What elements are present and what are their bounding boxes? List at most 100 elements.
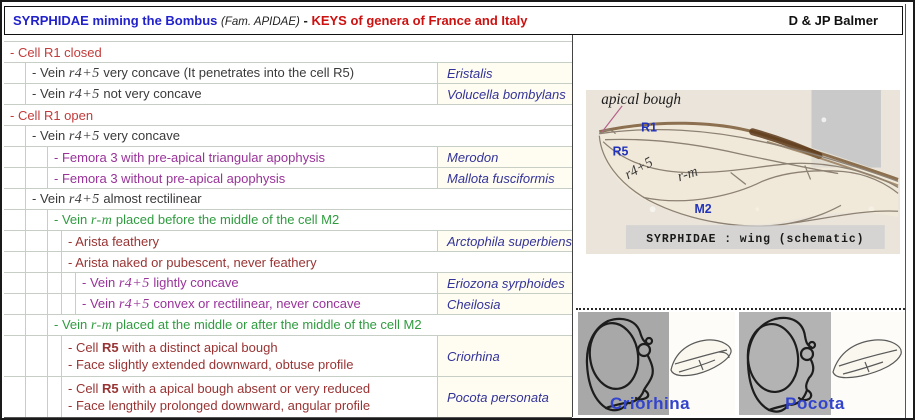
- indent-cell: [48, 294, 62, 314]
- indent-cell: [26, 377, 48, 417]
- indent-cell: [26, 273, 48, 293]
- title-dash: -: [303, 13, 312, 28]
- page-title: SYRPHIDAE miming the Bombus (Fam. APIDAE…: [13, 13, 527, 28]
- indent-cell: [26, 231, 48, 251]
- table-row[interactable]: - Femora 3 with pre-apical triangular ap…: [4, 147, 572, 168]
- vein-notation: r4+5: [118, 297, 150, 312]
- key-text: - Vein r4+5 very concave: [32, 128, 180, 144]
- indent-cell: [4, 210, 26, 230]
- table-row[interactable]: - Vein r4+5 convex or rectilinear, never…: [4, 294, 572, 315]
- cell-notation: R5: [101, 381, 119, 396]
- wing-figure: apical bough R1 R5 r4+5 r-m M2 SYRPHIDAE…: [586, 90, 900, 254]
- pocota-head-figure: [739, 312, 831, 415]
- title-main: SYRPHIDAE miming the Bombus: [13, 13, 218, 28]
- table-row[interactable]: - Vein r4+5 lightly concave Eriozona syrp…: [4, 273, 572, 294]
- indent-cell: [26, 252, 48, 272]
- key-text: - Vein r-m placed before the middle of t…: [54, 212, 340, 228]
- table-row[interactable]: - Cell R5 with a apical bough absent or …: [4, 377, 572, 418]
- table-row[interactable]: - Vein r4+5 not very concave Volucella bo…: [4, 84, 572, 105]
- table-row[interactable]: - Vein r-m placed at the middle or after…: [4, 315, 572, 336]
- key-text: - Arista feathery: [68, 233, 160, 249]
- title-keys: KEYS of genera of France and Italy: [311, 13, 528, 28]
- table-bottom-border: [4, 417, 572, 418]
- right-margin-line: [905, 4, 906, 418]
- apical-bough-label: apical bough: [601, 91, 681, 108]
- genus-cell: Volucella bombylans: [437, 84, 572, 104]
- pocota-label: Pocota: [785, 394, 845, 413]
- pocota-wing-figure: [831, 312, 905, 415]
- table-row[interactable]: - Vein r4+5 very concave: [4, 126, 572, 147]
- key-text: - Cell R5 with a distinct apical bough - …: [68, 340, 354, 372]
- indent-cell: [26, 294, 48, 314]
- genus-cell: Eristalis: [437, 63, 572, 83]
- indent-cell: [48, 231, 62, 251]
- criorhina-wing-figure: [669, 312, 735, 415]
- key-text: - Femora 3 without pre-apical apophysis: [54, 170, 286, 186]
- key-text: - Vein r4+5 not very concave: [32, 86, 202, 102]
- table-row[interactable]: - Arista naked or pubescent, never feath…: [4, 252, 572, 273]
- genus-cell: Criorhina: [437, 336, 572, 376]
- table-row[interactable]: - Vein r4+5 almost rectilinear: [4, 189, 572, 210]
- indent-cell: [4, 252, 26, 272]
- vein-notation: r4+5: [118, 276, 150, 291]
- apical-bough-pointer-line: [601, 105, 623, 133]
- vein-notation: r-m: [90, 213, 113, 228]
- table-row[interactable]: - Vein r-m placed before the middle of t…: [4, 210, 572, 231]
- indent-cell: [48, 273, 62, 293]
- key-text: - Arista naked or pubescent, never feath…: [68, 254, 317, 270]
- indent-cell: [4, 168, 26, 188]
- indent-cell: [62, 294, 76, 314]
- indent-cell: [4, 126, 26, 146]
- cell-m2-label: M2: [694, 202, 711, 216]
- genus-cell: Merodon: [437, 147, 572, 167]
- genus-cell: Mallota fusciformis: [437, 168, 572, 188]
- genus-cell: Eriozona syrphoides: [437, 273, 572, 293]
- author-credit: D & JP Balmer: [788, 13, 878, 28]
- key-text: - Cell R1 open: [10, 107, 94, 123]
- key-text: - Cell R5 with a apical bough absent or …: [68, 381, 371, 413]
- indent-cell: [4, 231, 26, 251]
- table-row[interactable]: - Femora 3 without pre-apical apophysis M…: [4, 168, 572, 189]
- indent-cell: [4, 336, 26, 376]
- key-text: - Cell R1 closed: [10, 44, 102, 60]
- criorhina-label: Criorhina: [609, 394, 691, 413]
- indent-cell: [26, 315, 48, 335]
- vein-notation: r4+5: [68, 192, 100, 207]
- table-row[interactable]: - Cell R1 closed: [4, 42, 572, 63]
- indent-cell: [4, 147, 26, 167]
- key-text: - Vein r4+5 almost rectilinear: [32, 191, 202, 207]
- indent-cell: [48, 377, 62, 417]
- table-row[interactable]: - Arista feathery Arctophila superbiens: [4, 231, 572, 252]
- indent-cell: [4, 273, 26, 293]
- key-text: - Vein r-m placed at the middle or after…: [54, 317, 422, 333]
- table-row[interactable]: - Vein r4+5 very concave (It penetrates …: [4, 63, 572, 84]
- cell-notation: R5: [101, 340, 119, 355]
- table-row[interactable]: - Cell R5 with a distinct apical bough - …: [4, 336, 572, 377]
- criorhina-head-figure: [578, 312, 669, 415]
- indent-cell: [4, 315, 26, 335]
- vein-notation: r4+5: [68, 66, 100, 81]
- title-bar: SYRPHIDAE miming the Bombus (Fam. APIDAE…: [4, 6, 903, 35]
- indent-cell: [26, 336, 48, 376]
- table-row[interactable]: - Cell R1 open: [4, 105, 572, 126]
- title-family: (Fam. APIDAE): [221, 16, 300, 28]
- indent-cell: [26, 147, 48, 167]
- indent-cell: [26, 168, 48, 188]
- indent-cell: [4, 63, 26, 83]
- indent-cell: [48, 252, 62, 272]
- key-table-body: - Cell R1 closed - Vein r4+5 very concave…: [4, 41, 572, 418]
- cell-r5-label: R5: [613, 144, 629, 158]
- wing-caption: SYRPHIDAE : wing (schematic): [646, 232, 864, 246]
- indent-cell: [4, 294, 26, 314]
- vein-notation: r4+5: [68, 87, 100, 102]
- indent-cell: [4, 84, 26, 104]
- key-text: - Vein r4+5 very concave (It penetrates …: [32, 65, 355, 81]
- dotted-separator: [576, 308, 905, 310]
- key-text: - Vein r4+5 convex or rectilinear, never…: [82, 296, 361, 312]
- genus-cell: Arctophila superbiens: [436, 231, 572, 251]
- indent-cell: [4, 189, 26, 209]
- key-text: - Femora 3 with pre-apical triangular ap…: [54, 149, 325, 165]
- indent-cell: [48, 336, 62, 376]
- table-right-border: [572, 35, 573, 417]
